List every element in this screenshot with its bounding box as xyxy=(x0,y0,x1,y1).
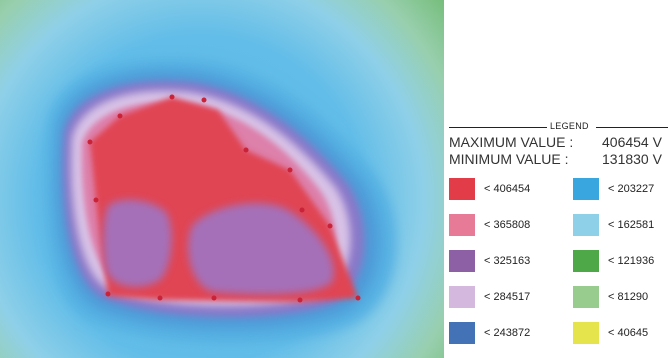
legend-item-label: < 40645 xyxy=(608,327,649,339)
legend-rule-left xyxy=(449,127,547,128)
legend-title: LEGEND xyxy=(550,121,589,131)
conductor-nodes xyxy=(87,94,361,303)
maximum-value-label: MAXIMUM VALUE : xyxy=(449,134,574,150)
potential-contour-map xyxy=(0,0,444,358)
basin-right xyxy=(188,203,334,295)
minimum-value-label: MINIMUM VALUE : xyxy=(449,151,569,167)
legend-swatch xyxy=(573,250,599,272)
lower-inner-basins xyxy=(103,199,334,295)
legend-swatch xyxy=(449,214,475,236)
legend-swatch xyxy=(449,322,475,344)
legend-item-label: < 284517 xyxy=(484,291,531,303)
minimum-value-row: MINIMUM VALUE : 131830 V xyxy=(449,151,662,167)
legend-swatch xyxy=(573,286,599,308)
legend-item-label: < 203227 xyxy=(608,183,655,195)
legend-swatch xyxy=(449,286,475,308)
legend-item-label: < 365808 xyxy=(484,219,531,231)
minimum-value: 131830 V xyxy=(602,151,662,167)
legend-item-label: < 162581 xyxy=(608,219,655,231)
legend-item-label: < 121936 xyxy=(608,255,655,267)
legend-item-label: < 81290 xyxy=(608,291,649,303)
legend-swatch xyxy=(449,178,475,200)
legend-item-label: < 406454 xyxy=(484,183,531,195)
maximum-value: 406454 V xyxy=(602,134,662,150)
legend-rule-right xyxy=(596,127,668,128)
legend-swatch xyxy=(573,322,599,344)
legend-item-label: < 325163 xyxy=(484,255,531,267)
maximum-value-row: MAXIMUM VALUE : 406454 V xyxy=(449,134,662,150)
basin-left xyxy=(103,199,172,287)
legend-panel: LEGEND MAXIMUM VALUE : 406454 V MINIMUM … xyxy=(444,0,668,358)
legend-swatch xyxy=(449,250,475,272)
legend-swatch xyxy=(573,214,599,236)
legend-swatch xyxy=(573,178,599,200)
legend-item-label: < 243872 xyxy=(484,327,531,339)
